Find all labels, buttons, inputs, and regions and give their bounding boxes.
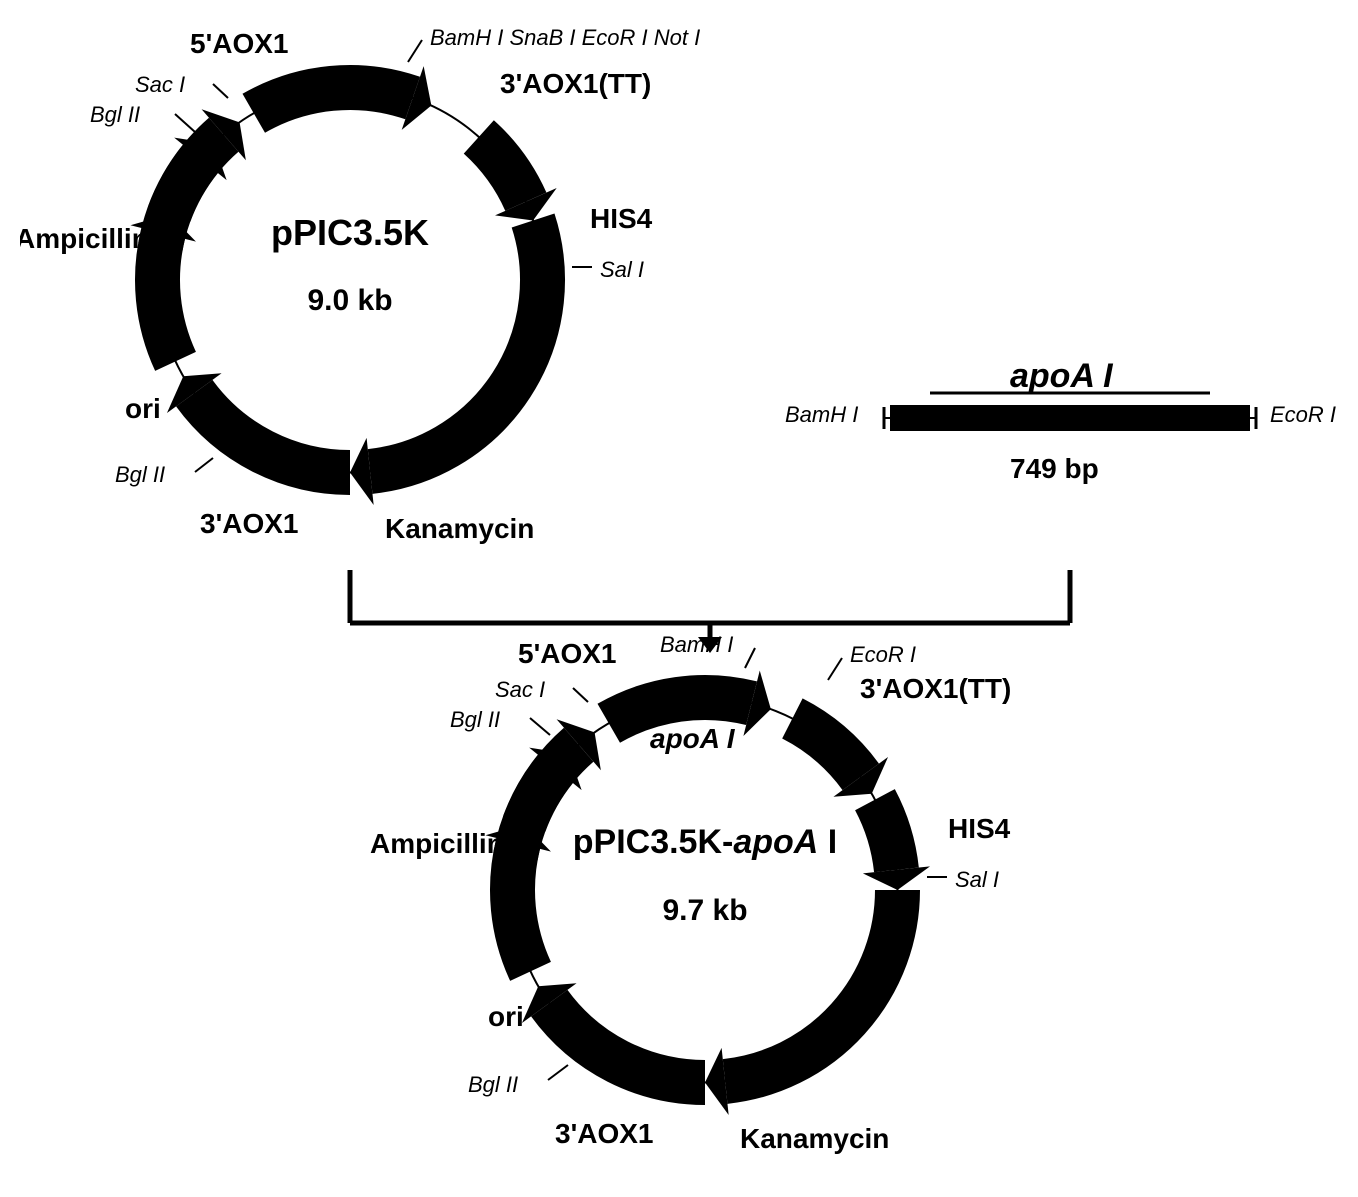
svg-text:Sal I: Sal I <box>600 257 644 282</box>
svg-text:3'AOX1(TT): 3'AOX1(TT) <box>860 673 1011 704</box>
svg-text:9.7 kb: 9.7 kb <box>662 894 747 927</box>
svg-text:3'AOX1: 3'AOX1 <box>200 508 298 539</box>
svg-text:5'AOX1: 5'AOX1 <box>190 28 288 59</box>
svg-text:BamH I: BamH I <box>660 632 733 657</box>
svg-text:apoA I: apoA I <box>650 723 736 754</box>
svg-text:Bgl II: Bgl II <box>90 102 140 127</box>
svg-text:Bgl II: Bgl II <box>450 707 500 732</box>
svg-text:Bgl II: Bgl II <box>115 462 165 487</box>
svg-text:BamH I: BamH I <box>785 402 858 427</box>
svg-text:Sal I: Sal I <box>955 867 999 892</box>
svg-text:Kanamycin: Kanamycin <box>385 513 534 544</box>
svg-text:pPIC3.5K: pPIC3.5K <box>271 212 429 253</box>
svg-text:Kanamycin: Kanamycin <box>740 1123 889 1154</box>
svg-text:3'AOX1(TT): 3'AOX1(TT) <box>500 68 651 99</box>
svg-text:Ampicillin: Ampicillin <box>20 223 149 254</box>
diagram-container: pPIC3.5K9.0 kb5'AOX1Sac IBgl IIAmpicilli… <box>20 20 1338 1157</box>
svg-text:5'AOX1: 5'AOX1 <box>518 638 616 669</box>
svg-text:apoA I: apoA I <box>1010 357 1114 395</box>
svg-text:Sac I: Sac I <box>135 72 185 97</box>
svg-text:Ampicillin: Ampicillin <box>370 828 504 859</box>
diagram-svg: pPIC3.5K9.0 kb5'AOX1Sac IBgl IIAmpicilli… <box>20 20 1358 1197</box>
svg-text:Bgl II: Bgl II <box>468 1072 518 1097</box>
svg-text:EcoR I: EcoR I <box>1270 402 1336 427</box>
svg-text:pPIC3.5K-apoA I: pPIC3.5K-apoA I <box>573 823 838 861</box>
svg-text:BamH I SnaB I EcoR I Not I: BamH I SnaB I EcoR I Not I <box>430 25 700 50</box>
svg-text:3'AOX1: 3'AOX1 <box>555 1118 653 1149</box>
svg-text:ori: ori <box>488 1001 524 1032</box>
svg-text:EcoR I: EcoR I <box>850 642 916 667</box>
svg-text:Sac I: Sac I <box>495 677 545 702</box>
svg-text:9.0 kb: 9.0 kb <box>307 284 392 317</box>
svg-text:749 bp: 749 bp <box>1010 453 1099 484</box>
svg-text:HIS4: HIS4 <box>948 813 1011 844</box>
svg-text:HIS4: HIS4 <box>590 203 653 234</box>
svg-text:ori: ori <box>125 393 161 424</box>
